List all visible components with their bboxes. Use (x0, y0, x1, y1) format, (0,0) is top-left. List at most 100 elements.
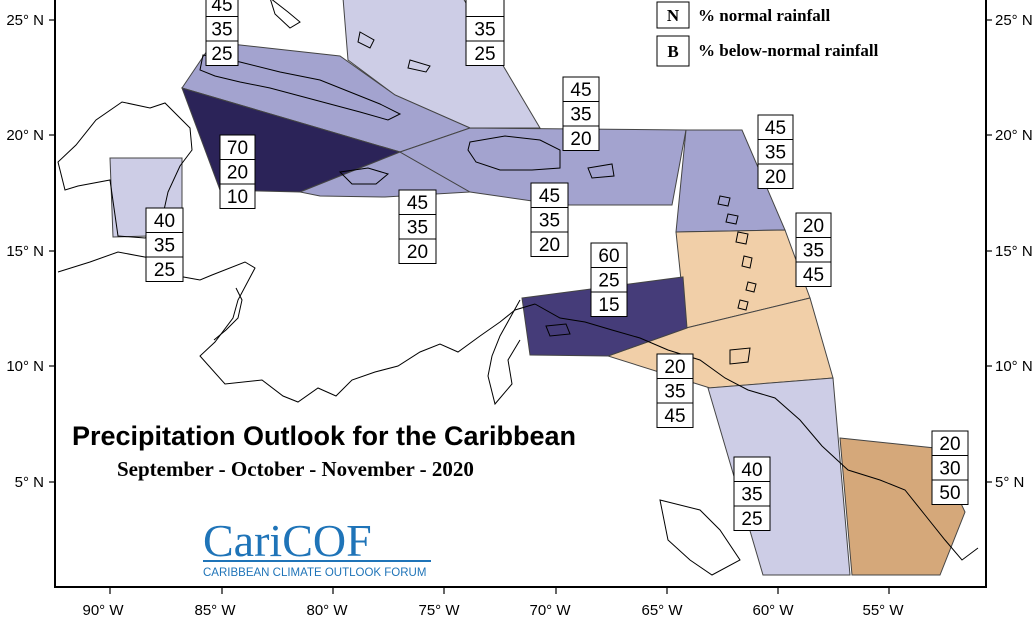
outlook-box: 40 35 25 (145, 207, 184, 282)
outlook-cell (757, 114, 794, 140)
outlook-value: 45 (803, 265, 824, 286)
outlook-cell (590, 291, 628, 317)
outlook-value: 45 (211, 0, 232, 16)
legend-item-normal: N % normal rainfall (656, 1, 830, 29)
legend-key-n: N (667, 6, 680, 25)
outlook-value: 35 (474, 19, 495, 40)
bottom-longitude-labels: 90° W 85° W 80° W 75° W 70° W 65° W 60° … (82, 602, 904, 619)
outlook-cell (205, 16, 239, 42)
forecast-zones (109, 0, 966, 576)
outlook-cell (145, 256, 184, 282)
outlook-cell (465, 0, 505, 17)
outlook-value: 40 (741, 460, 762, 481)
outlook-value: 10 (227, 187, 248, 208)
zone-guyana (707, 377, 851, 576)
outlook-value: 20 (407, 242, 428, 263)
map-frame (54, 0, 987, 588)
outlook-cell (757, 163, 794, 189)
outlook-value: 35 (570, 104, 591, 125)
outlook-value: 25 (154, 260, 175, 281)
legend-item-below: B % below-normal rainfall (656, 35, 879, 67)
outlook-box: 45 35 20 (757, 114, 794, 189)
outlook-cell (219, 134, 256, 160)
outlook-value: 70 (227, 138, 248, 159)
outlook-cell (795, 212, 832, 238)
outlook-value: 35 (765, 142, 786, 163)
outlook-value: 35 (803, 240, 824, 261)
outlook-cell (465, 40, 505, 66)
outlook-cell (562, 125, 600, 151)
outlook-cell (398, 238, 437, 264)
outlook-cell (145, 207, 184, 233)
outlook-box: 70 20 10 (219, 134, 256, 209)
axis-ticks (49, 19, 992, 594)
zone-hispaniola (398, 127, 687, 206)
lon-label: 80° W (306, 602, 348, 619)
outlook-value: 20 (539, 235, 560, 256)
outlook-value: 20 (765, 167, 786, 188)
outlook-value: 35 (539, 210, 560, 231)
outlook-value: 50 (939, 483, 960, 504)
outlook-value: 25 (598, 270, 619, 291)
outlook-value: 35 (407, 217, 428, 238)
outlook-value: 25 (741, 509, 762, 530)
outlook-value: 20 (227, 162, 248, 183)
outlook-value: 35 (664, 381, 685, 402)
outlook-value: 40 (154, 211, 175, 232)
probability-boxes: 4535253525702010403525453520453520453520… (145, 0, 969, 531)
legend-key-b: B (667, 42, 678, 61)
outlook-value: 35 (211, 19, 232, 40)
lon-label: 85° W (194, 602, 236, 619)
legend: N % normal rainfall B % below-normal rai… (656, 1, 879, 67)
outlook-value: 25 (474, 44, 495, 65)
outlook-value: 30 (939, 458, 960, 479)
right-lat-label: 5° N (995, 474, 1024, 491)
outlook-value: 45 (539, 186, 560, 207)
lon-label: 65° W (641, 602, 683, 619)
right-lat-label: 20° N (995, 127, 1033, 144)
outlook-box: 45 35 20 (398, 189, 437, 264)
logo-full-name: CARIBBEAN CLIMATE OUTLOOK FORUM (203, 567, 426, 579)
outlook-cell (795, 237, 832, 263)
logo-wordmark: CariCOF (203, 515, 372, 566)
outlook-cell (562, 76, 600, 102)
lon-label: 70° W (529, 602, 571, 619)
lon-label: 90° W (82, 602, 124, 619)
outlook-cell (562, 101, 600, 127)
logo-underline (203, 560, 431, 562)
caricof-logo: CariCOF CARIBBEAN CLIMATE OUTLOOK FORUM (203, 515, 431, 579)
outlook-value: 25 (211, 44, 232, 65)
outlook-cell (733, 481, 771, 507)
outlook-cell (733, 456, 771, 482)
legend-label-n: % normal rainfall (698, 6, 830, 25)
outlook-value: 60 (598, 246, 619, 267)
outlook-cell (219, 183, 256, 209)
left-lat-label: 5° N (15, 474, 44, 491)
outlook-value: 45 (570, 80, 591, 101)
left-lat-label: 20° N (6, 127, 44, 144)
right-lat-label: 15° N (995, 243, 1033, 260)
outlook-value: 45 (664, 406, 685, 427)
outlook-cell (931, 479, 969, 505)
outlook-value: 15 (598, 295, 619, 316)
lon-label: 75° W (418, 602, 460, 619)
right-latitude-labels: 25° N 20° N 15° N 10° N 5° N (995, 12, 1033, 491)
legend-label-b: % below-normal rainfall (698, 41, 879, 60)
map-title: Precipitation Outlook for the Caribbean (72, 421, 576, 451)
outlook-box: 45 35 25 (205, 0, 239, 66)
coastlines (57, 0, 979, 576)
outlook-cell (530, 207, 569, 233)
outlook-cell (733, 505, 771, 531)
outlook-box: 45 35 20 (562, 76, 600, 151)
outlook-box: 40 35 25 (733, 456, 771, 531)
outlook-box: 20 35 45 (656, 353, 694, 428)
right-lat-label: 25° N (995, 12, 1033, 29)
outlook-box: 20 30 50 (931, 430, 969, 505)
outlook-value: 20 (570, 129, 591, 150)
outlook-value: 20 (664, 357, 685, 378)
left-latitude-labels: 25° N 20° N 15° N 10° N 5° N (6, 12, 44, 491)
outlook-cell (530, 231, 569, 257)
lon-label: 55° W (862, 602, 904, 619)
map-subtitle: September - October - November - 2020 (117, 457, 474, 481)
